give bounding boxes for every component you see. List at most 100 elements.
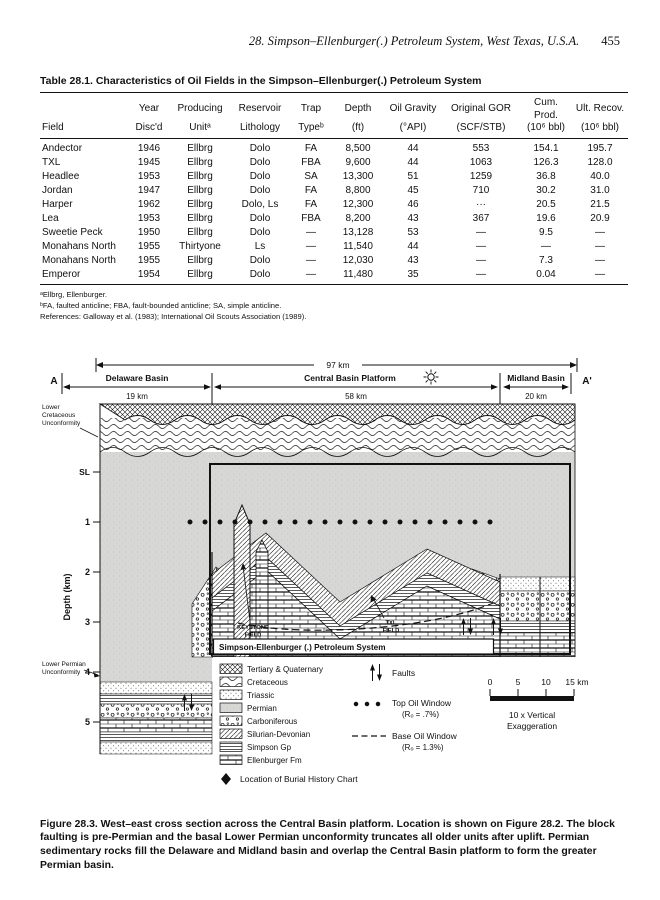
table-cell: 44 xyxy=(407,240,419,252)
footnote: References: Galloway et al. (1983); Inte… xyxy=(40,311,307,321)
table-cell: Ellbrg xyxy=(187,198,213,210)
column-header: Typeᵇ xyxy=(290,122,332,139)
table-cell: Monahans North xyxy=(42,240,116,252)
table-cell: — xyxy=(476,226,486,238)
table-cell: Harper xyxy=(42,198,73,210)
table-cell: FBA xyxy=(301,212,321,224)
table-cell: — xyxy=(306,226,316,238)
table-cell: Ellbrg xyxy=(187,142,213,154)
table-cell: 13,128 xyxy=(342,226,374,238)
table-cell: Emperor xyxy=(40,267,128,285)
table-cell: — xyxy=(306,240,316,252)
depth-axis: SL 1 2 3 4 5 Depth (km) xyxy=(62,467,100,727)
running-head-title: 28. Simpson–Ellenburger(.) Petroleum Sys… xyxy=(248,34,580,48)
table-cell: 31.0 xyxy=(590,184,610,196)
column-header: Producing xyxy=(170,92,230,122)
scale-tick-label: 10 xyxy=(541,677,551,687)
cross-section-figure: 97 km A A' Delaware Basin 19 km Central … xyxy=(42,357,592,789)
table-cell: 11,540 xyxy=(343,240,373,252)
table-cell: 9.5 xyxy=(539,226,553,238)
table-cell: — xyxy=(476,254,486,266)
column-header: Year xyxy=(128,92,170,122)
table-cell: — xyxy=(595,254,605,266)
column-header: Ult. Recov. xyxy=(572,92,628,122)
footnote: ᵃEllbrg, Ellenburger. xyxy=(40,289,107,299)
column-header xyxy=(40,92,128,122)
table-cell: FA xyxy=(304,198,318,210)
table-cell: 1955 xyxy=(137,240,161,252)
scale-bar: 0 5 10 15 km xyxy=(488,677,589,701)
table-cell: 126.3 xyxy=(533,156,559,168)
table-cell: Headlee xyxy=(42,170,80,182)
table-cell: 1955 xyxy=(137,254,161,266)
table-row: Andector 1946 Ellbrg Dolo FA 8,500 44 553 154.1 1… xyxy=(40,138,628,155)
table-cell: 44 xyxy=(407,156,419,168)
table-cell: — xyxy=(442,267,520,285)
table-cell: 195.7 xyxy=(587,142,613,154)
table-cell: 19.6 xyxy=(536,212,556,224)
legend-units: Tertiary & Quaternary Cretaceous Triassi… xyxy=(219,663,323,765)
table-cell: 20.5 xyxy=(536,198,556,210)
table-cell: 8,800 xyxy=(345,184,371,196)
legend-label: Cretaceous xyxy=(247,678,288,687)
column-header: Lithology xyxy=(230,122,290,139)
column-header: Original GOR xyxy=(442,92,520,122)
table-cell: 0.04 xyxy=(520,267,572,285)
table-head: Year Producing Reservoir Trap Depth Oil Gravi… xyxy=(40,92,628,139)
table-cell: FBA xyxy=(301,156,321,168)
table-cell: 367 xyxy=(472,212,490,224)
scale-tick-label: 5 xyxy=(516,677,521,687)
legend-faults-label: Faults xyxy=(392,668,415,678)
figure-28-3: 97 km A A' Delaware Basin 19 km Central … xyxy=(40,352,620,873)
table-cell: Ellbrg xyxy=(187,156,213,168)
keystone-field-label: KEYSTONE FIELD xyxy=(237,562,269,638)
depth-tick: 2 xyxy=(85,567,90,577)
legend-top-oil-ro: (Rₒ = .7%) xyxy=(402,710,439,719)
base-oil-window-line xyxy=(237,599,499,631)
svg-text:Lower: Lower xyxy=(42,404,61,411)
table-cell: ··· xyxy=(476,198,486,210)
table-cell: Ls xyxy=(254,240,266,252)
table-cell: 1953 xyxy=(137,212,161,224)
table-cell: Andector xyxy=(42,142,83,154)
table-cell: 30.2 xyxy=(536,184,556,196)
column-header: (10⁶ bbl) xyxy=(572,122,628,139)
column-header: Depth xyxy=(332,92,384,122)
depth-tick: 4 xyxy=(85,667,90,677)
legend-label: Triassic xyxy=(247,691,274,700)
table-cell: Dolo xyxy=(230,267,290,285)
table-block: Table 28.1. Characteristics of Oil Field… xyxy=(40,75,628,322)
column-header: Disc'd xyxy=(128,122,170,139)
sun-icon xyxy=(423,369,439,384)
basin-width-delaware: 19 km xyxy=(126,392,148,401)
table-cell: 1953 xyxy=(137,170,161,182)
page-number: 455 xyxy=(601,34,620,48)
svg-text:Lower Permian: Lower Permian xyxy=(42,661,86,668)
sea-level-label: SL xyxy=(79,467,90,477)
legend-base-oil-ro: (Rₒ = 1.3%) xyxy=(402,743,444,752)
legend-label: Silurian-Devonian xyxy=(247,730,310,739)
table-cell: FA xyxy=(304,142,318,154)
table-cell: FA xyxy=(304,184,318,196)
top-scale-label: 97 km xyxy=(326,360,349,370)
table-cell: 1259 xyxy=(469,170,493,182)
delaware-stack xyxy=(99,681,213,754)
header-row: Field Disc'd Unitᵃ Lithology Typeᵇ (ft) (°API)… xyxy=(40,122,628,139)
basin-name-delaware: Delaware Basin xyxy=(106,373,169,383)
burial-location-icon xyxy=(221,772,231,785)
section-endpoint-a-prime: A' xyxy=(582,376,592,387)
legend-label: Tertiary & Quaternary xyxy=(247,665,323,674)
table-cell: 8,200 xyxy=(345,212,371,224)
cretaceous-band xyxy=(100,417,575,452)
table-cell: 13,300 xyxy=(342,170,374,182)
table-cell: Jordan xyxy=(42,184,73,196)
lower-permian-unconformity-label: Lower Permian Unconformity xyxy=(42,661,100,677)
oil-fields-table: Year Producing Reservoir Trap Depth Oil Gravi… xyxy=(40,92,628,285)
column-header: Cum. Prod. xyxy=(520,92,572,122)
figure-caption: Figure 28.3. West–east cross section acr… xyxy=(40,818,615,871)
table-row: Harper 1962 Ellbrg Dolo, Ls FA 12,300 46 ··· 20.… xyxy=(40,197,628,211)
table-cell: 154.1 xyxy=(533,142,559,154)
table-cell: 35 xyxy=(384,267,442,285)
scale-tick-label: 0 xyxy=(488,677,493,687)
